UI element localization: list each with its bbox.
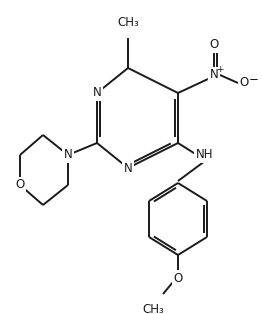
Text: NH: NH	[196, 149, 214, 161]
Text: O: O	[173, 272, 183, 284]
Text: CH₃: CH₃	[117, 16, 139, 29]
Text: N: N	[93, 86, 101, 100]
Text: N: N	[124, 161, 132, 175]
Text: O: O	[239, 77, 249, 89]
Text: +: +	[216, 64, 224, 73]
Text: −: −	[249, 73, 259, 85]
Text: O: O	[209, 39, 219, 51]
Text: O: O	[15, 178, 25, 192]
Text: CH₃: CH₃	[142, 303, 164, 314]
Text: N: N	[64, 149, 72, 161]
Text: N: N	[210, 68, 218, 82]
